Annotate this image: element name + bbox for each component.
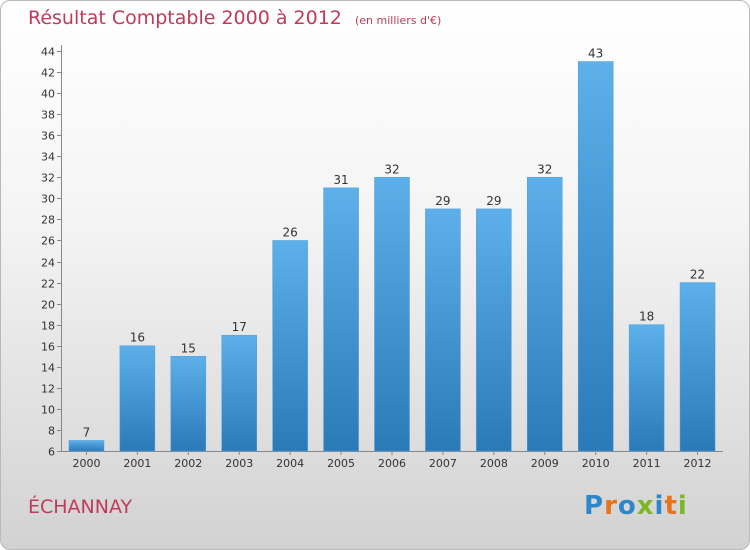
bar-2004 bbox=[272, 240, 308, 452]
logo-letter: i bbox=[654, 491, 665, 521]
bar-2005 bbox=[323, 187, 359, 452]
logo-letter: r bbox=[604, 491, 618, 521]
logo-letter: x bbox=[636, 491, 655, 521]
y-tick-label: 30 bbox=[41, 193, 55, 206]
chart-subtitle: (en milliers d'€) bbox=[354, 14, 442, 27]
x-tick-label-2010: 2010 bbox=[582, 457, 610, 470]
data-label-2001: 16 bbox=[130, 331, 145, 345]
data-label-2010: 43 bbox=[588, 47, 603, 61]
data-label-2003: 17 bbox=[232, 320, 247, 334]
data-label-2002: 15 bbox=[181, 341, 196, 355]
x-tick-label-2004: 2004 bbox=[276, 457, 304, 470]
data-label-2007: 29 bbox=[435, 194, 450, 208]
y-tick-label: 10 bbox=[41, 404, 55, 417]
data-label-2012: 22 bbox=[690, 268, 705, 282]
logo-letter: o bbox=[617, 491, 637, 521]
y-tick-label: 18 bbox=[41, 320, 55, 333]
y-tick-label: 34 bbox=[41, 151, 55, 164]
bar-2000 bbox=[68, 440, 105, 452]
y-tick-label: 8 bbox=[48, 425, 55, 438]
bar-2010 bbox=[577, 61, 614, 452]
proxiti-logo: Proxiti bbox=[584, 491, 688, 521]
x-tick-label-2006: 2006 bbox=[378, 457, 406, 470]
y-tick-label: 28 bbox=[41, 214, 55, 227]
town-name: ÉCHANNAY bbox=[28, 496, 133, 518]
axes: 6 8 10 12 14 16 18 20 22 24 26 28 30 32 34 36 38 40 42 44 20… bbox=[41, 45, 723, 470]
y-tick-label: 12 bbox=[41, 383, 55, 396]
y-tick-label: 26 bbox=[41, 235, 55, 248]
y-tick-label: 20 bbox=[41, 299, 55, 312]
data-label-2009: 32 bbox=[537, 162, 552, 176]
x-tick-label-2002: 2002 bbox=[174, 457, 202, 470]
chart-title: Résultat Comptable 2000 à 2012 bbox=[28, 7, 342, 29]
x-tick-label-2009: 2009 bbox=[531, 457, 559, 470]
y-tick-label: 36 bbox=[41, 130, 55, 143]
y-tick-label: 44 bbox=[41, 46, 55, 59]
logo-letter: P bbox=[584, 491, 605, 521]
y-tick-label: 42 bbox=[41, 67, 55, 80]
y-tick-label: 22 bbox=[41, 278, 55, 291]
bar-2002 bbox=[170, 356, 207, 452]
y-tick-label: 24 bbox=[41, 257, 55, 270]
bar-2009 bbox=[527, 177, 563, 452]
y-tick-label: 40 bbox=[41, 88, 55, 101]
bar-2003 bbox=[221, 334, 257, 452]
x-tick-label-2000: 2000 bbox=[72, 457, 100, 470]
data-labels: 7 16 15 17 26 31 32 29 29 32 43 18 22 bbox=[83, 47, 706, 440]
data-label-2006: 32 bbox=[384, 162, 399, 176]
bar-2006 bbox=[374, 177, 410, 452]
logo-letter: t bbox=[664, 491, 678, 521]
x-tick-label-2012: 2012 bbox=[684, 457, 712, 470]
y-tick-label: 16 bbox=[41, 341, 55, 354]
data-label-2004: 26 bbox=[283, 225, 298, 239]
y-tick-label: 32 bbox=[41, 172, 55, 185]
title-row: Résultat Comptable 2000 à 2012 (en milli… bbox=[28, 7, 441, 29]
x-tick-label-2008: 2008 bbox=[480, 457, 508, 470]
x-tick-label-2003: 2003 bbox=[225, 457, 253, 470]
bar-2012 bbox=[679, 282, 716, 452]
logo-letter: i bbox=[677, 491, 688, 521]
bar-2001 bbox=[119, 345, 156, 452]
x-tick-label-2007: 2007 bbox=[429, 457, 457, 470]
data-label-2008: 29 bbox=[486, 194, 501, 208]
bar-2011 bbox=[628, 324, 665, 452]
data-label-2011: 18 bbox=[639, 310, 654, 324]
y-tick-label: 6 bbox=[48, 446, 55, 459]
y-tick-label: 38 bbox=[41, 109, 55, 122]
data-label-2005: 31 bbox=[333, 173, 348, 187]
x-tick-label-2001: 2001 bbox=[123, 457, 151, 470]
bar-2008 bbox=[476, 208, 512, 452]
bars bbox=[68, 61, 716, 452]
bar-2007 bbox=[425, 208, 461, 452]
x-tick-label-2005: 2005 bbox=[327, 457, 355, 470]
data-label-2000: 7 bbox=[83, 425, 91, 439]
x-tick-label-2011: 2011 bbox=[633, 457, 661, 470]
y-tick-label: 14 bbox=[41, 362, 55, 375]
